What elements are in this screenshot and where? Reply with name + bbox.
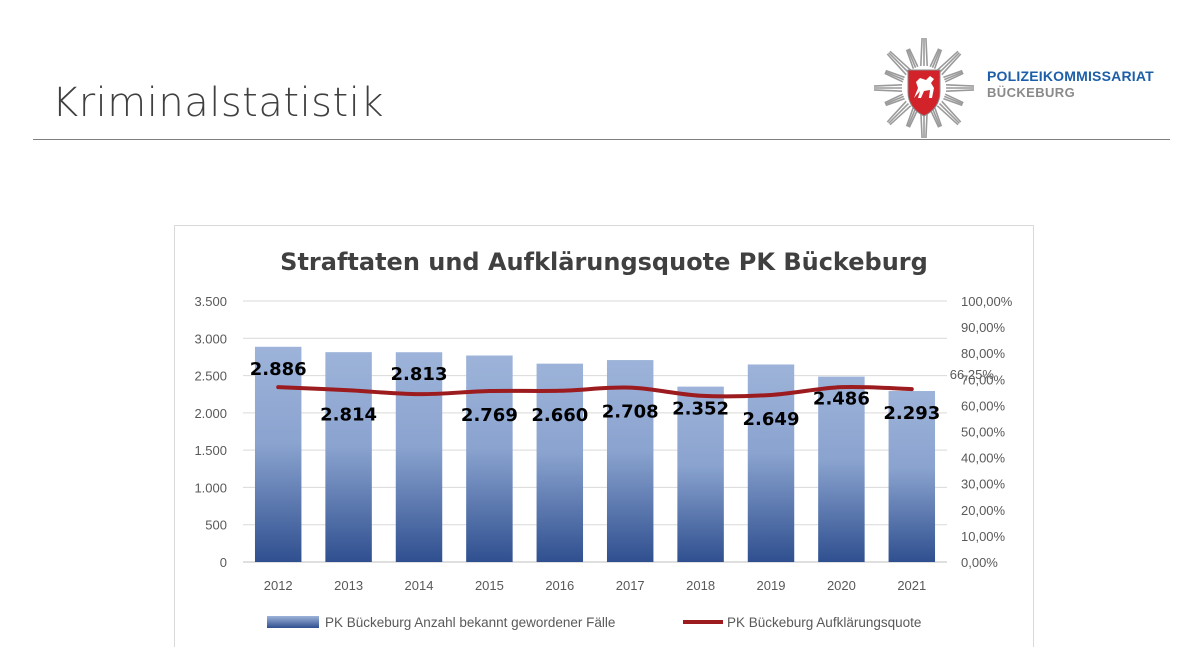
rate-line — [276, 384, 914, 399]
y-right-tick-label: 60,00% — [961, 398, 1006, 413]
chart-title: Straftaten und Aufklärungsquote PK Bücke… — [280, 248, 928, 276]
y-left-tick-label: 1.500 — [194, 443, 227, 458]
y-left-tick-label: 500 — [205, 518, 227, 533]
chart: Straftaten und Aufklärungsquote PK Bücke… — [194, 248, 1013, 630]
x-tick-label: 2017 — [616, 578, 645, 593]
bar — [466, 355, 513, 562]
bar-data-label: 2.293 — [883, 403, 940, 424]
y-right-tick-label: 50,00% — [961, 425, 1006, 440]
bar — [395, 352, 443, 562]
y-right-tick-label: 10,00% — [961, 529, 1006, 544]
bar-data-label: 2.708 — [602, 402, 659, 423]
x-tick-label: 2015 — [475, 578, 504, 593]
legend-swatch-bars — [267, 616, 319, 628]
brand: POLIZEIKOMMISSARIAT BÜCKEBURG — [987, 68, 1154, 100]
y-right-tick-label: 90,00% — [961, 320, 1006, 335]
y-right-tick-label: 80,00% — [961, 346, 1006, 361]
bar-data-label: 2.486 — [813, 389, 870, 410]
y-right-tick-label: 0,00% — [961, 555, 998, 570]
y-left-tick-label: 3.500 — [194, 294, 227, 309]
header-divider — [33, 139, 1170, 140]
bar-data-label: 2.352 — [672, 399, 729, 420]
brand-name: POLIZEIKOMMISSARIAT — [987, 68, 1154, 84]
brand-location: BÜCKEBURG — [987, 85, 1076, 100]
y-right-tick-label: 70,00% — [961, 372, 1006, 387]
x-tick-label: 2019 — [757, 578, 786, 593]
y-left-tick-label: 0 — [220, 555, 227, 570]
legend-label-line: PK Bückeburg Aufklärungsquote — [727, 615, 921, 630]
bar — [606, 360, 654, 562]
y-right-tick-label: 20,00% — [961, 503, 1006, 518]
x-tick-label: 2012 — [264, 578, 293, 593]
police-star-horse-icon — [873, 37, 975, 139]
x-tick-label: 2021 — [897, 578, 926, 593]
y-right-tick-label: 30,00% — [961, 477, 1006, 492]
x-tick-label: 2018 — [686, 578, 715, 593]
bar — [325, 352, 372, 562]
bar — [677, 386, 724, 562]
y-left-tick-label: 3.000 — [194, 331, 227, 346]
bar-data-label: 2.813 — [391, 364, 448, 385]
bar — [888, 391, 936, 562]
legend-label-bars: PK Bückeburg Anzahl bekannt gewordener F… — [325, 615, 615, 630]
bar — [254, 346, 302, 562]
y-right-tick-label: 100,00% — [961, 294, 1013, 309]
page-title: Kriminalstatistik — [52, 80, 384, 126]
y-left-tick-label: 2.500 — [194, 369, 227, 384]
chart-frame: Straftaten und Aufklärungsquote PK Bücke… — [174, 225, 1034, 647]
bar-data-label: 2.886 — [250, 359, 307, 380]
y-right-tick-label: 40,00% — [961, 451, 1006, 466]
x-tick-label: 2016 — [545, 578, 574, 593]
x-tick-label: 2013 — [334, 578, 363, 593]
bar-data-label: 2.649 — [743, 409, 800, 430]
bar — [536, 363, 584, 562]
bar-data-label: 2.769 — [461, 405, 518, 426]
bar — [818, 376, 865, 562]
y-left-tick-label: 1.000 — [194, 480, 227, 495]
y-left-tick-label: 2.000 — [194, 406, 227, 421]
x-tick-label: 2014 — [405, 578, 434, 593]
bar-data-label: 2.814 — [320, 404, 377, 425]
bar-data-label: 2.660 — [531, 405, 588, 426]
x-tick-label: 2020 — [827, 578, 856, 593]
line-data-label: 66,25% — [950, 367, 995, 382]
